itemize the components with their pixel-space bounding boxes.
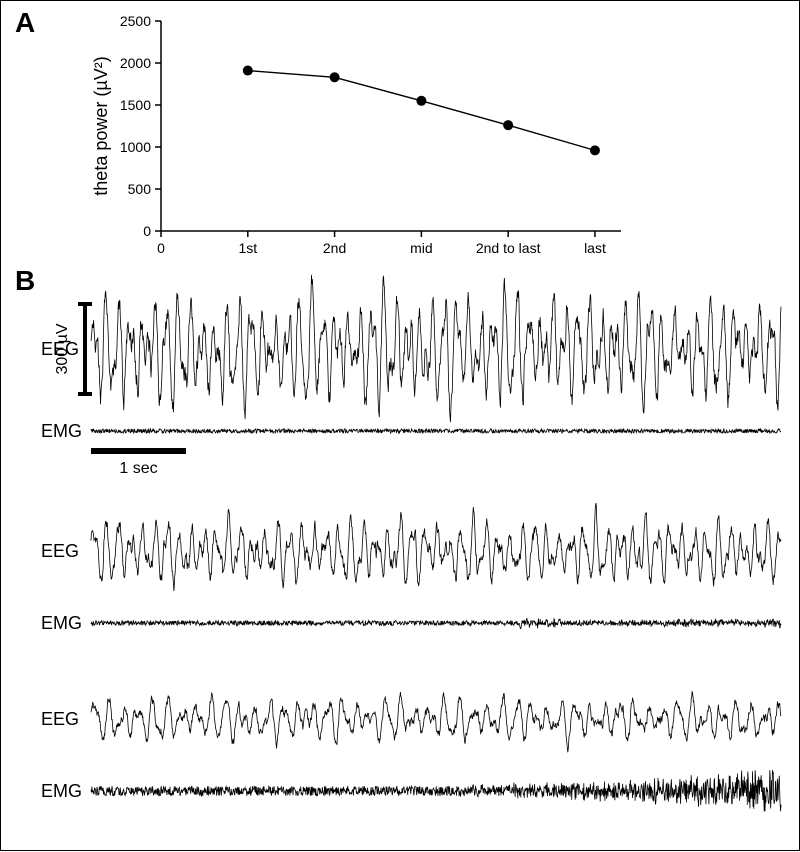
- eeg-label: EEG: [41, 541, 79, 561]
- eeg-trace: [91, 692, 781, 753]
- emg-trace: [91, 770, 781, 811]
- eeg-label: EEG: [41, 709, 79, 729]
- eeg-trace: [91, 275, 781, 422]
- time-scale-label: 1 sec: [119, 460, 157, 477]
- eeg-trace: [91, 503, 781, 591]
- emg-label: EMG: [41, 781, 82, 801]
- emg-trace: [91, 618, 781, 629]
- figure-container: A 0500100015002000250001st2ndmid2nd to l…: [0, 0, 800, 851]
- emg-label: EMG: [41, 421, 82, 441]
- emg-trace: [91, 429, 781, 433]
- panel-b-traces: EEGEMGEEGEMGEEGEMG300 µV1 sec: [1, 1, 800, 852]
- emg-label: EMG: [41, 613, 82, 633]
- amplitude-scale-label: 300 µV: [54, 323, 71, 374]
